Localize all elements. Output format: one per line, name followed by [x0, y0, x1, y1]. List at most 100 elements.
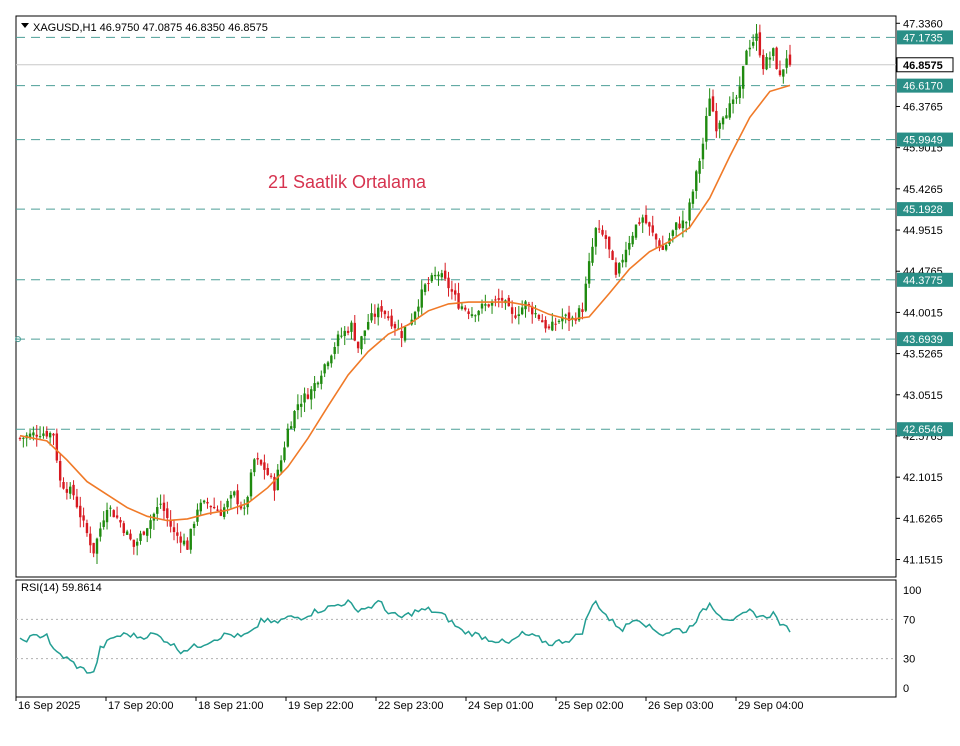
time-label: 26 Sep 03:00	[648, 700, 713, 712]
candle-body	[249, 472, 253, 497]
candle-body	[708, 98, 711, 116]
candle-body	[561, 316, 564, 322]
candle-body	[778, 70, 782, 76]
candle-body	[624, 249, 628, 263]
candle-body	[490, 301, 494, 306]
candle-body	[279, 460, 283, 472]
candle-body	[323, 364, 326, 374]
candle-body	[296, 404, 300, 411]
candle-body	[139, 533, 142, 542]
candle-body	[467, 311, 470, 315]
candle-body	[738, 86, 741, 98]
candle-body	[246, 496, 249, 508]
candle-body	[440, 273, 444, 278]
moving-average-line	[19, 84, 791, 522]
candle-body	[192, 523, 196, 529]
candle-body	[782, 69, 785, 77]
candle-body	[413, 311, 417, 320]
candle-body	[427, 283, 430, 285]
candle-body	[772, 48, 775, 57]
candle-body	[206, 501, 209, 504]
price-level-tag	[897, 202, 953, 217]
candle-body	[259, 460, 263, 465]
candle-body	[146, 528, 149, 536]
price-level-label: 46.6170	[903, 81, 943, 93]
candle-body	[631, 235, 634, 245]
price-level-label: 44.3775	[903, 275, 943, 287]
candle-body	[534, 313, 537, 315]
candle-body	[330, 355, 333, 364]
price-tick-label: 44.9515	[903, 225, 943, 237]
candle-body	[243, 507, 246, 509]
candle-body	[745, 50, 748, 65]
candle-body	[691, 191, 695, 204]
candle-body	[571, 317, 574, 319]
candle-body	[283, 447, 286, 461]
candle-body	[701, 143, 705, 160]
chevron-down-icon	[21, 23, 29, 28]
candle-body	[688, 202, 691, 221]
candle-body	[112, 510, 115, 518]
candle-body	[129, 533, 132, 540]
candle-body	[597, 228, 601, 230]
candle-body	[35, 434, 38, 437]
candle-body	[735, 97, 738, 99]
candles	[18, 24, 792, 565]
candle-body	[105, 509, 109, 523]
candle-body	[119, 519, 122, 523]
candle-body	[604, 235, 608, 239]
candle-body	[316, 382, 320, 385]
price-tick-label: 47.3360	[903, 18, 943, 30]
time-label: 25 Sep 02:00	[558, 700, 623, 712]
candle-body	[300, 403, 303, 407]
price-tick-label: 43.0515	[903, 390, 943, 402]
candle-body	[189, 528, 192, 550]
candle-body	[731, 99, 735, 105]
candle-body	[554, 323, 557, 325]
price-tick-label: 41.1515	[903, 555, 943, 567]
time-label: 29 Sep 04:00	[738, 700, 803, 712]
candle-body	[390, 315, 393, 327]
candle-body	[484, 304, 487, 306]
candle-body	[179, 536, 182, 543]
candle-body	[674, 222, 678, 230]
candle-body	[527, 304, 531, 306]
candle-body	[38, 436, 42, 438]
candle-body	[58, 461, 62, 481]
candle-body	[32, 432, 35, 436]
time-label: 16 Sep 2025	[18, 700, 80, 712]
candle-body	[346, 330, 350, 333]
candle-body	[500, 297, 504, 301]
candle-body	[400, 331, 403, 339]
rsi-line	[19, 598, 791, 674]
ma-annotation: 21 Saatlik Ortalama	[268, 172, 427, 192]
candle-body	[641, 217, 644, 223]
candle-body	[758, 32, 762, 56]
candle-body	[728, 103, 731, 118]
candle-body	[621, 259, 624, 263]
candle-body	[748, 47, 752, 50]
candle-body	[95, 538, 99, 554]
price-tick-label: 45.4265	[903, 184, 943, 196]
candle-body	[209, 505, 213, 508]
candle-body	[433, 274, 437, 277]
rsi-label: RSI(14) 59.8614	[21, 582, 102, 594]
candle-body	[239, 504, 243, 509]
price-tick-label: 46.3765	[903, 101, 943, 113]
candle-body	[115, 515, 119, 518]
candle-body	[286, 428, 290, 447]
candle-body	[470, 314, 474, 317]
candle-body	[611, 251, 614, 260]
candle-body	[387, 316, 390, 319]
candle-body	[293, 411, 296, 429]
candle-body	[142, 531, 146, 535]
candle-body	[594, 228, 598, 247]
candle-body	[65, 489, 69, 493]
candle-body	[223, 507, 226, 517]
candle-body	[474, 315, 477, 317]
candle-body	[216, 509, 219, 511]
price-tick-label: 44.0015	[903, 307, 943, 319]
candle-body	[356, 341, 360, 349]
